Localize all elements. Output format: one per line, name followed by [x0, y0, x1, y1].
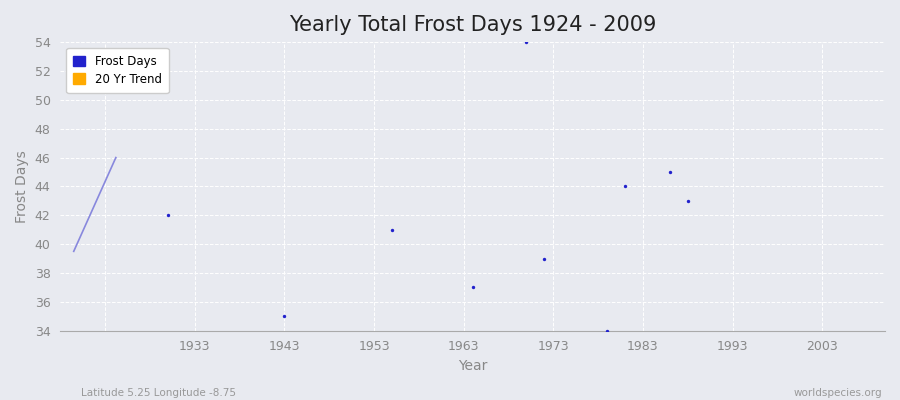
Point	[662, 169, 677, 175]
Point	[161, 212, 176, 218]
Point	[617, 183, 632, 190]
Point	[537, 255, 552, 262]
Text: worldspecies.org: worldspecies.org	[794, 388, 882, 398]
Y-axis label: Frost Days: Frost Days	[15, 150, 29, 223]
Point	[134, 82, 148, 89]
Text: Latitude 5.25 Longitude -8.75: Latitude 5.25 Longitude -8.75	[81, 388, 236, 398]
Point	[277, 313, 292, 320]
Title: Yearly Total Frost Days 1924 - 2009: Yearly Total Frost Days 1924 - 2009	[289, 15, 656, 35]
Point	[680, 198, 695, 204]
Point	[600, 328, 615, 334]
Point	[519, 39, 534, 45]
X-axis label: Year: Year	[458, 359, 487, 373]
Point	[385, 226, 400, 233]
Point	[465, 284, 480, 291]
Legend: Frost Days, 20 Yr Trend: Frost Days, 20 Yr Trend	[67, 48, 168, 93]
